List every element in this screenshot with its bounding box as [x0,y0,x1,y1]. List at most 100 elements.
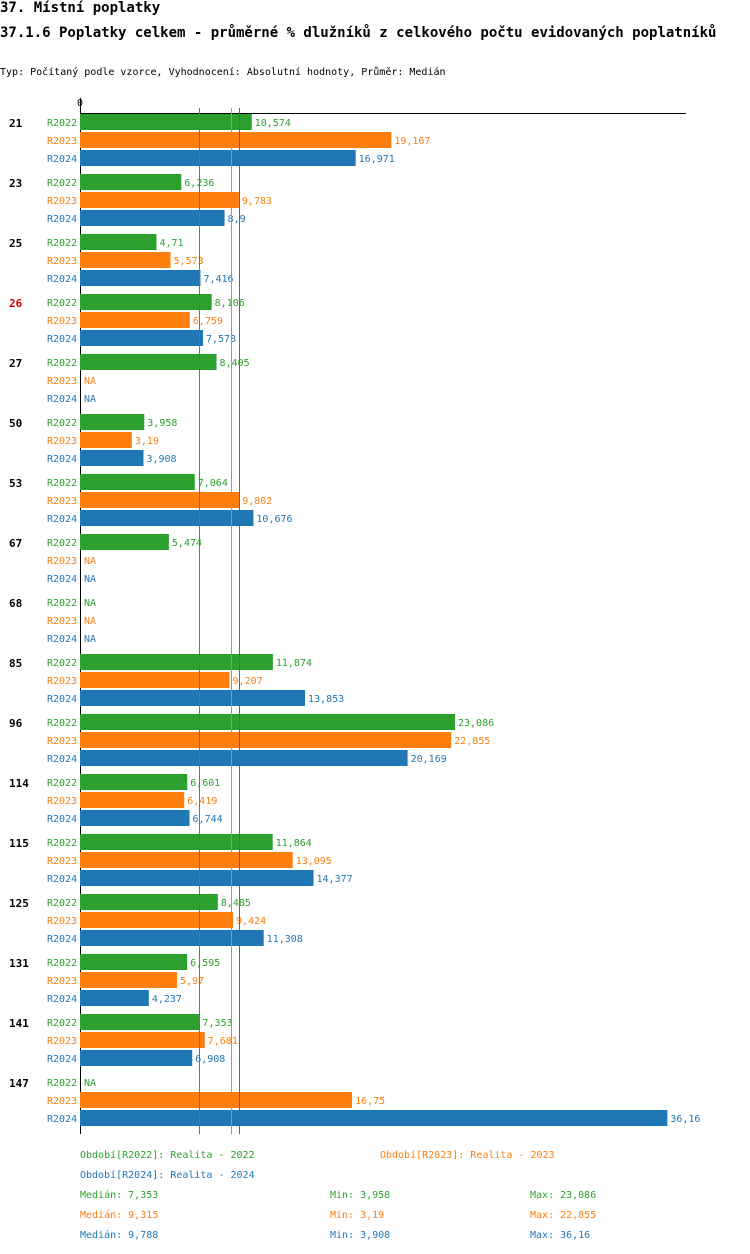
bar-141-R2023 [80,1032,205,1048]
chart-title: 37.1.6 Poplatky celkem - průměrné % dluž… [0,25,717,41]
value-label-23-R2024: 8,9 [228,214,246,225]
legend-r2022: Období[R2022]: Realita - 2022 [80,1150,255,1161]
bar-21-R2023 [80,132,392,148]
value-label-114-R2023: 6,419 [187,796,217,807]
series-label-R2024: R2024 [47,334,77,345]
series-label-R2024: R2024 [47,814,77,825]
value-label-85-R2023: 9,207 [233,676,263,687]
series-label-R2022: R2022 [47,478,77,489]
stat-max-r2023: Max: 22,855 [530,1210,597,1221]
series-label-R2024: R2024 [47,1054,77,1065]
stat-median-r2024: Medián: 9,788 [80,1230,159,1241]
series-label-R2023: R2023 [47,736,77,747]
value-label-21-R2023: 19,167 [394,136,430,147]
value-label-85-R2022: 11,874 [276,658,312,669]
value-label-115-R2024: 14,377 [317,874,353,885]
bar-96-R2022 [80,714,455,730]
value-label-131-R2024: 4,237 [152,994,182,1005]
stat-min-r2024: Min: 3,908 [330,1230,391,1241]
series-label-R2022: R2022 [47,538,77,549]
bar-147-R2023 [80,1092,353,1108]
bar-125-R2022 [80,894,218,910]
value-label-67-R2024: NA [84,574,96,585]
series-label-R2023: R2023 [47,136,77,147]
series-label-R2023: R2023 [47,1096,77,1107]
category-label-21: 21 [9,117,23,130]
value-label-23-R2023: 9,783 [242,196,272,207]
value-label-68-R2023: NA [84,616,96,627]
series-label-R2024: R2024 [47,934,77,945]
bar-125-R2024 [80,930,264,946]
category-label-26: 26 [9,297,23,310]
series-label-R2024: R2024 [47,154,77,165]
bar-115-R2024 [80,870,314,886]
value-label-125-R2024: 11,308 [267,934,303,945]
series-label-R2023: R2023 [47,1036,77,1047]
series-label-R2024: R2024 [47,214,77,225]
series-label-R2022: R2022 [47,658,77,669]
series-label-R2022: R2022 [47,178,77,189]
series-label-R2022: R2022 [47,358,77,369]
value-label-96-R2024: 20,169 [411,754,447,765]
value-label-115-R2022: 11,864 [276,838,312,849]
series-label-R2023: R2023 [47,436,77,447]
bar-114-R2022 [80,774,188,790]
value-label-96-R2023: 22,855 [454,736,490,747]
stat-min-r2023: Min: 3,19 [330,1210,385,1221]
series-label-R2024: R2024 [47,694,77,705]
bar-26-R2024 [80,330,204,346]
value-label-114-R2022: 6,601 [190,778,220,789]
stat-median-r2023: Medián: 9,315 [80,1210,159,1221]
series-label-R2023: R2023 [47,196,77,207]
category-label-125: 125 [9,897,29,910]
legend-r2023: Období[R2023]: Realita - 2023 [380,1150,555,1161]
value-label-25-R2023: 5,573 [174,256,204,267]
category-label-131: 131 [9,957,29,970]
bar-115-R2023 [80,852,293,868]
category-label-27: 27 [9,357,22,370]
bar-21-R2024 [80,150,356,166]
bar-141-R2024 [80,1050,193,1066]
bar-141-R2022 [80,1014,200,1030]
category-label-53: 53 [9,477,22,490]
series-label-R2022: R2022 [47,1078,77,1089]
value-label-141-R2024: 6,908 [195,1054,225,1065]
bar-25-R2024 [80,270,201,286]
value-label-114-R2024: 6,744 [193,814,223,825]
series-label-R2024: R2024 [47,574,77,585]
bar-53-R2024 [80,510,254,526]
bar-114-R2023 [80,792,185,808]
series-label-R2024: R2024 [47,874,77,885]
value-label-53-R2022: 7,064 [198,478,228,489]
series-label-R2024: R2024 [47,994,77,1005]
category-label-25: 25 [9,237,22,250]
series-label-R2023: R2023 [47,316,77,327]
value-label-21-R2022: 10,574 [255,118,291,129]
bar-85-R2023 [80,672,230,688]
value-label-25-R2022: 4,71 [160,238,184,249]
value-label-141-R2022: 7,353 [202,1018,232,1029]
category-label-96: 96 [9,717,23,730]
value-label-53-R2024: 10,676 [256,514,292,525]
value-label-67-R2022: 5,474 [172,538,202,549]
series-label-R2022: R2022 [47,418,77,429]
stat-max-r2024: Max: 36,16 [530,1230,591,1241]
value-label-68-R2022: NA [84,598,96,609]
series-label-R2023: R2023 [47,376,77,387]
section-title: 37. Místní poplatky [0,0,161,16]
bar-96-R2023 [80,732,452,748]
bar-125-R2023 [80,912,234,928]
stat-min-r2022: Min: 3,958 [330,1190,391,1201]
value-label-50-R2023: 3,19 [135,436,159,447]
bar-131-R2024 [80,990,149,1006]
bar-147-R2024 [80,1110,668,1126]
stat-median-r2022: Medián: 7,353 [80,1190,159,1201]
bar-131-R2022 [80,954,188,970]
value-label-50-R2024: 3,908 [146,454,176,465]
bar-23-R2024 [80,210,225,226]
category-label-114: 114 [9,777,29,790]
value-label-27-R2024: NA [84,394,96,405]
series-label-R2022: R2022 [47,958,77,969]
bar-26-R2022 [80,294,212,310]
series-label-R2022: R2022 [47,718,77,729]
